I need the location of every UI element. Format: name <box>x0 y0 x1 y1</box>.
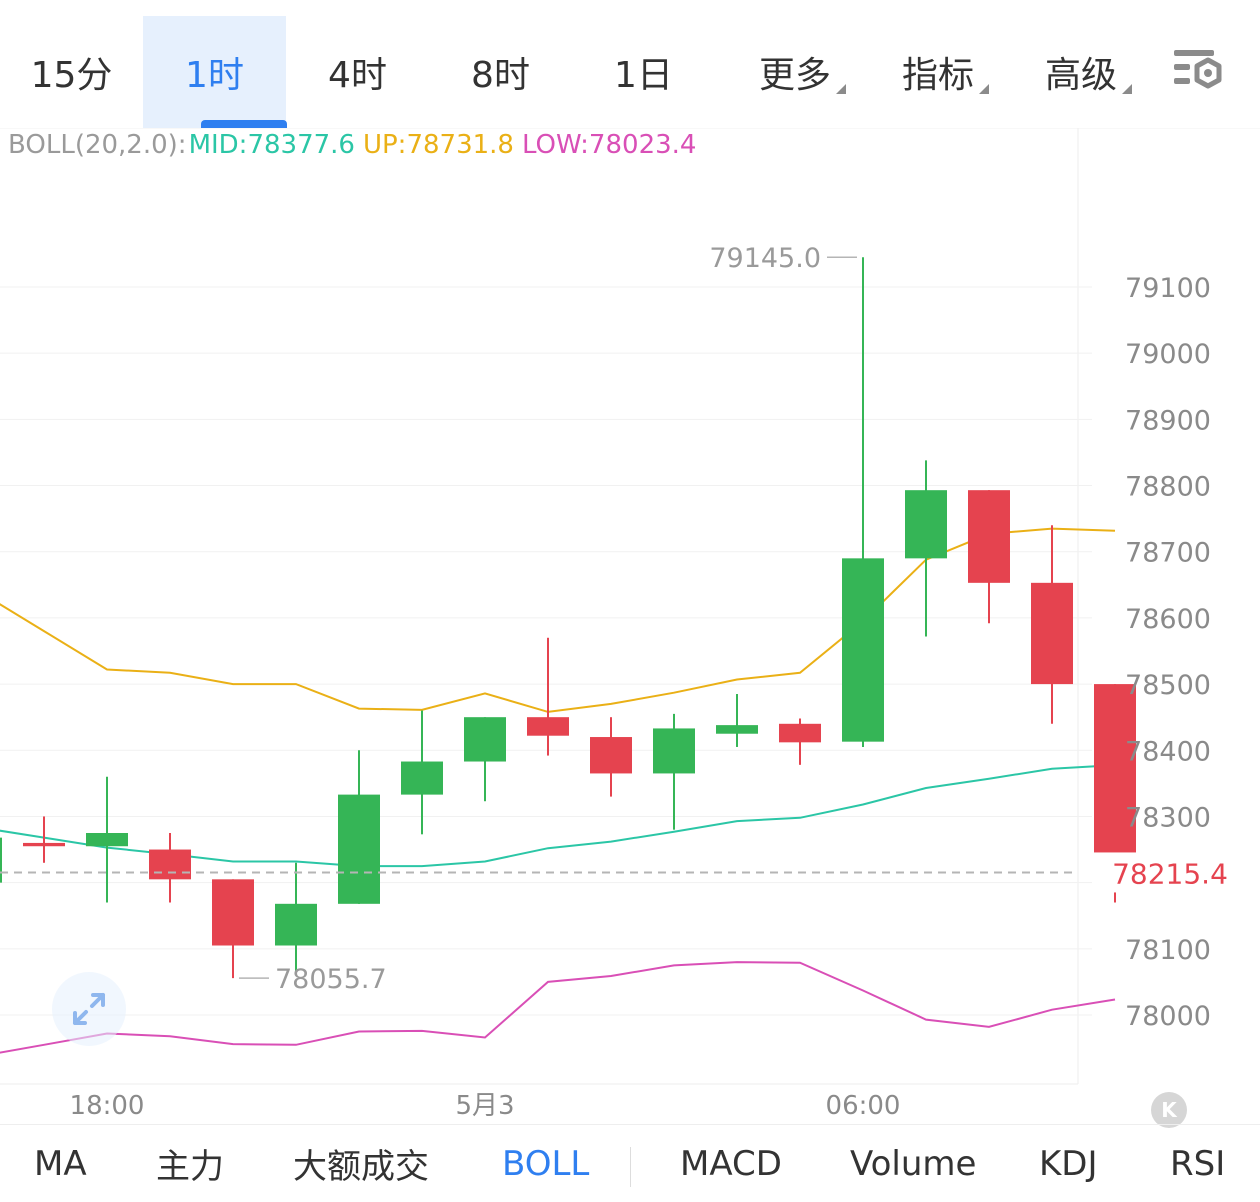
x-tick-label: 18:00 <box>70 1091 145 1121</box>
y-tick-label: 78900 <box>1125 405 1211 436</box>
y-tick-label: 78800 <box>1125 472 1211 503</box>
tab-label: RSI <box>1170 1143 1226 1184</box>
candle-body <box>338 794 380 904</box>
tab-volume[interactable]: Volume <box>850 1125 976 1202</box>
tab-label: Volume <box>850 1143 977 1184</box>
y-tick-label: 78300 <box>1125 802 1211 833</box>
tab-boll[interactable]: BOLL <box>502 1125 589 1202</box>
candle-body <box>968 490 1010 583</box>
expand-arrows-icon <box>73 993 105 1025</box>
y-tick-label: 78500 <box>1125 670 1211 701</box>
boll-bands <box>0 527 1116 1054</box>
tab-main-force[interactable]: 主力 <box>156 1125 224 1202</box>
candle-body <box>653 728 695 774</box>
grid-lines <box>0 128 1260 1085</box>
last-price-label: 78215.4 <box>1112 857 1228 890</box>
tab-label: 4时 <box>328 55 387 96</box>
candle-body <box>275 903 317 946</box>
x-tick-label: 06:00 <box>826 1091 901 1121</box>
candle-body <box>401 761 443 795</box>
candle-body <box>149 849 191 880</box>
tab-advanced[interactable]: 高级 <box>1028 16 1134 128</box>
tab-indicators[interactable]: 指标 <box>885 16 991 128</box>
tab-label: 主力 <box>156 1147 224 1187</box>
tab-label: 高级 <box>1044 55 1117 96</box>
candle-body <box>212 879 254 946</box>
tab-label: 8时 <box>471 55 530 96</box>
chart-settings-button[interactable] <box>1168 44 1228 100</box>
tab-label: 1时 <box>185 55 244 96</box>
y-tick-label: 78100 <box>1125 935 1211 966</box>
dropdown-caret-icon <box>836 84 846 94</box>
candlestick-chart[interactable]: 79100 79000 78900 78800 78700 78600 78500 78400… <box>0 128 1260 1124</box>
candle-body <box>23 842 65 847</box>
y-tick-label: 78700 <box>1125 538 1211 569</box>
boll-mid-value: MID:78377.6 <box>188 130 355 160</box>
indicator-name: BOLL(20,2.0): <box>8 130 187 160</box>
high-price-label: 79145.0 <box>709 243 821 274</box>
indicator-tabs: MA 主力 大额成交 BOLL MACD Volume KDJ RSI <box>0 1124 1260 1202</box>
dropdown-caret-icon <box>979 84 989 94</box>
x-tick-label: 5月3 <box>455 1091 514 1121</box>
candle-body <box>716 725 758 734</box>
y-tick-label: 79100 <box>1125 273 1211 304</box>
tab-large-trades[interactable]: 大额成交 <box>293 1125 429 1202</box>
y-tick-label: 79000 <box>1125 339 1211 370</box>
active-tab-indicator <box>201 120 287 128</box>
tab-8h[interactable]: 8时 <box>429 16 572 128</box>
axes: 79100 79000 78900 78800 78700 78600 78500 78400… <box>70 273 1211 1121</box>
annotations: 78215.4 79145.0 78055.7 <box>0 243 1260 995</box>
boll-readout: BOLL(20,2.0):MID:78377.6 UP:78731.8 LOW:78… <box>8 130 704 160</box>
boll-lower-band <box>0 961 1116 1054</box>
tab-4h[interactable]: 4时 <box>286 16 429 128</box>
tab-label: 大额成交 <box>293 1147 429 1187</box>
boll-low-value: LOW:78023.4 <box>521 130 697 160</box>
timeframe-tabs: 15分 1时 4时 8时 1日 更多 指标 高级 <box>0 0 1260 128</box>
tab-label: 15分 <box>30 55 113 96</box>
fullscreen-button[interactable] <box>52 972 126 1046</box>
tab-1d[interactable]: 1日 <box>572 16 715 128</box>
candle-body <box>905 490 947 559</box>
candle-body <box>590 737 632 774</box>
tab-label: MA <box>34 1143 87 1184</box>
tab-label: 更多 <box>758 55 831 96</box>
tab-ma[interactable]: MA <box>34 1125 87 1202</box>
scroll-to-latest-icon: K <box>1161 1098 1177 1122</box>
tab-15m[interactable]: 15分 <box>0 16 143 128</box>
tab-1h[interactable]: 1时 <box>143 16 287 128</box>
tab-more[interactable]: 更多 <box>742 16 848 128</box>
candle-body <box>1094 684 1136 870</box>
tab-macd[interactable]: MACD <box>680 1125 782 1202</box>
candle-body <box>527 717 569 736</box>
candle-body <box>779 723 821 743</box>
tab-divider <box>630 1147 631 1187</box>
boll-up-value: UP:78731.8 <box>362 130 514 160</box>
tab-rsi[interactable]: RSI <box>1170 1125 1225 1202</box>
tab-label: MACD <box>680 1143 782 1184</box>
tab-label: 指标 <box>901 55 974 96</box>
candle-body <box>464 717 506 762</box>
last-price-label-bg <box>1092 852 1260 893</box>
scroll-to-latest-button[interactable]: K <box>1151 1092 1187 1128</box>
low-price-label: 78055.7 <box>275 964 387 995</box>
candle-body <box>86 833 128 847</box>
tab-label: BOLL <box>502 1143 590 1184</box>
dropdown-caret-icon <box>1122 84 1132 94</box>
candles <box>0 257 1136 979</box>
tab-label: 1日 <box>614 55 673 96</box>
chart-settings-icon <box>1174 50 1222 89</box>
y-tick-label: 78400 <box>1125 736 1211 767</box>
candle-body <box>0 837 2 883</box>
candle-body <box>842 558 884 742</box>
tab-kdj[interactable]: KDJ <box>1039 1125 1098 1202</box>
candle-body <box>1031 582 1073 685</box>
tab-label: KDJ <box>1039 1143 1098 1184</box>
y-tick-label: 78600 <box>1125 604 1211 635</box>
y-tick-label: 78000 <box>1125 1001 1211 1032</box>
